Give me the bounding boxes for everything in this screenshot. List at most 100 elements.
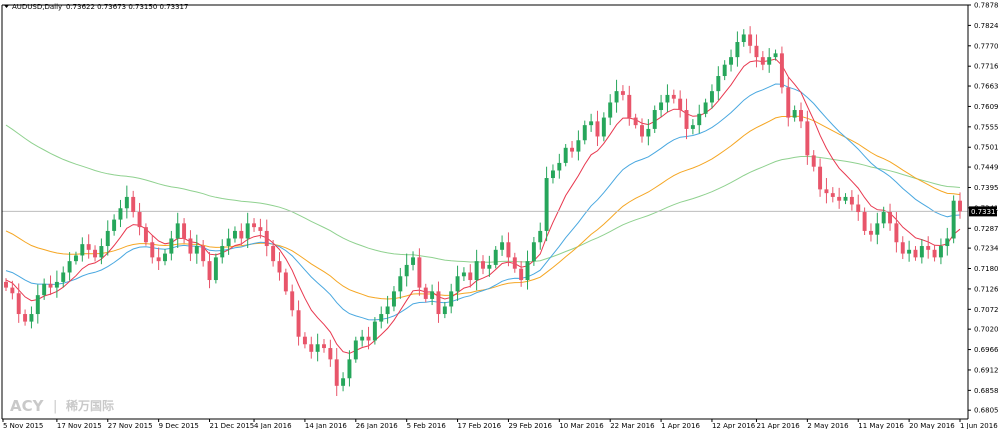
candle: [919, 239, 924, 264]
candle-body: [868, 230, 873, 235]
candle: [709, 84, 714, 109]
candle-body: [900, 242, 905, 254]
candle: [589, 113, 594, 132]
candle-body: [627, 94, 632, 118]
candle-body: [277, 261, 282, 273]
candle: [754, 34, 759, 68]
candle: [137, 202, 142, 236]
candle-body: [347, 359, 352, 379]
candle-body: [430, 291, 435, 299]
candle: [283, 268, 288, 295]
x-tick-label: 22 Mar 2016: [610, 422, 655, 429]
candle: [353, 336, 358, 363]
candle-body: [506, 242, 511, 258]
candle-body: [690, 125, 695, 129]
candle: [595, 110, 600, 146]
candle-body: [163, 253, 167, 262]
candle: [430, 284, 435, 306]
x-tick-label: 26 Jan 2016: [356, 422, 399, 429]
candle: [550, 164, 555, 184]
candle: [23, 309, 28, 326]
candle: [786, 77, 791, 127]
candle: [131, 190, 136, 218]
candle-body: [805, 121, 810, 156]
candle-body: [945, 238, 950, 247]
candle: [741, 29, 746, 47]
ma-mid-line: [5, 83, 961, 321]
x-tick-label: 10 Mar 2016: [559, 422, 604, 429]
candle: [239, 223, 244, 246]
candle: [372, 317, 377, 345]
candle: [811, 150, 816, 172]
candle-body: [232, 230, 237, 239]
candle-body: [748, 34, 753, 46]
candle: [245, 212, 250, 248]
watermark: ACY | 稀万国际: [10, 397, 114, 415]
candle-body: [213, 257, 218, 281]
candle: [671, 89, 676, 104]
candle-body: [837, 196, 842, 201]
candle-body: [697, 113, 702, 126]
candle: [220, 239, 225, 264]
y-tick-label: 0.75555: [974, 123, 998, 131]
collapse-triangle-icon[interactable]: [4, 5, 9, 8]
time-axis: 5 Nov 2015 17 Nov 2015 27 Nov 2015 9 Dec 20…: [2, 419, 998, 429]
candle: [538, 222, 543, 250]
candle-body: [709, 91, 714, 103]
candle: [182, 218, 187, 244]
candle-body: [245, 223, 250, 239]
candle: [652, 105, 657, 133]
candle-body: [411, 257, 416, 265]
y-tick-label: 0.70725: [974, 306, 998, 314]
candle-body: [4, 281, 8, 288]
candle: [792, 105, 797, 122]
candle: [767, 48, 772, 73]
watermark-divider: |: [53, 399, 57, 414]
candle-body: [754, 45, 759, 58]
candle: [442, 301, 447, 319]
candle: [659, 94, 664, 117]
candle-body: [105, 230, 110, 247]
candle-body: [449, 291, 454, 307]
candle: [404, 253, 409, 287]
candle: [557, 153, 562, 179]
candle-body: [131, 196, 136, 213]
watermark-cn: 稀万国际: [66, 398, 114, 413]
candle-body: [296, 310, 301, 337]
candle-body: [353, 340, 358, 360]
symbol-label: AUDUSD,Daily: [12, 3, 62, 11]
candle: [500, 235, 505, 256]
y-tick-label: 0.75015: [974, 144, 998, 152]
candle: [493, 246, 498, 269]
candle-body: [608, 102, 613, 118]
candle: [665, 84, 670, 112]
candle-body: [958, 200, 962, 212]
candle-body: [442, 306, 447, 315]
x-tick-label: 5 Nov 2015: [3, 422, 43, 429]
candle-body: [86, 244, 91, 250]
candle: [4, 278, 8, 291]
candle: [213, 253, 218, 284]
candle: [862, 207, 867, 236]
candle-body: [843, 196, 848, 201]
candle: [468, 264, 473, 288]
candle-body: [124, 196, 129, 209]
candle: [716, 66, 721, 100]
candle: [608, 94, 613, 126]
candle: [188, 230, 193, 262]
candle-body: [792, 110, 797, 118]
x-tick-label: 1 Jun 2016: [960, 422, 998, 429]
candle: [80, 237, 85, 262]
candle-body: [678, 98, 683, 111]
x-tick-label: 20 May 2016: [909, 422, 955, 429]
candle: [525, 250, 530, 290]
candle-body: [601, 117, 606, 137]
candle-body: [156, 257, 161, 262]
x-tick-label: 21 Dec 2015: [210, 422, 255, 429]
y-tick-label: 0.71805: [974, 265, 998, 273]
